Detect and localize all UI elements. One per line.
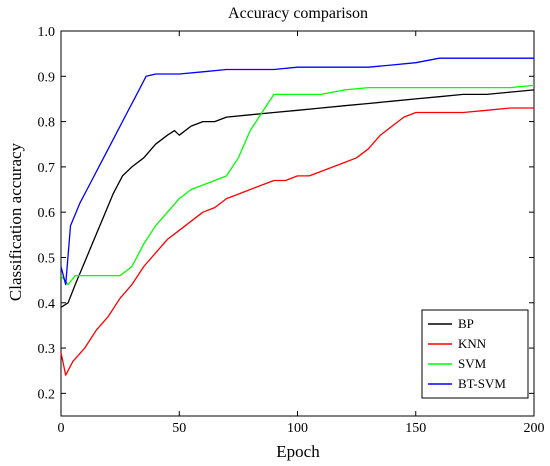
legend-label: SVM: [458, 356, 487, 371]
series-line-bp: [60, 89, 535, 308]
chart-title: Accuracy comparison: [228, 5, 368, 22]
x-tick-label: 50: [172, 421, 186, 436]
y-tick-label: 0.3: [38, 342, 56, 357]
x-axis-title: Epoch: [276, 442, 320, 461]
legend-label: BP: [458, 316, 474, 331]
y-tick-label: 0.6: [38, 206, 56, 221]
y-axis-title: Classification accuracy: [6, 142, 25, 301]
x-tick-label: 0: [58, 421, 65, 436]
y-tick-label: 0.9: [38, 70, 56, 85]
series-line-svm: [60, 84, 535, 286]
legend: BP KNN SVM BT-SVM: [421, 309, 529, 399]
y-tick-label: 0.7: [38, 161, 56, 176]
legend-label: KNN: [458, 336, 487, 351]
series-line-knn: [60, 107, 534, 376]
y-tick-label: 0.8: [38, 116, 56, 131]
axis-ticks: 0 50 100 150 200 0.2 0.3 0.4 0.5 0.6 0.7 0.8 0.9 1.0: [38, 25, 545, 436]
y-tick-label: 0.4: [38, 297, 56, 312]
x-tick-label: 100: [287, 421, 308, 436]
series-lines: [60, 57, 535, 376]
x-tick-label: 150: [405, 421, 426, 436]
y-tick-label: 0.5: [38, 251, 56, 266]
series-line-bt-svm: [60, 57, 534, 286]
legend-label: BT-SVM: [458, 376, 506, 391]
y-tick-label: 1.0: [38, 25, 56, 40]
x-tick-label: 200: [524, 421, 545, 436]
y-tick-label: 0.2: [38, 387, 56, 402]
